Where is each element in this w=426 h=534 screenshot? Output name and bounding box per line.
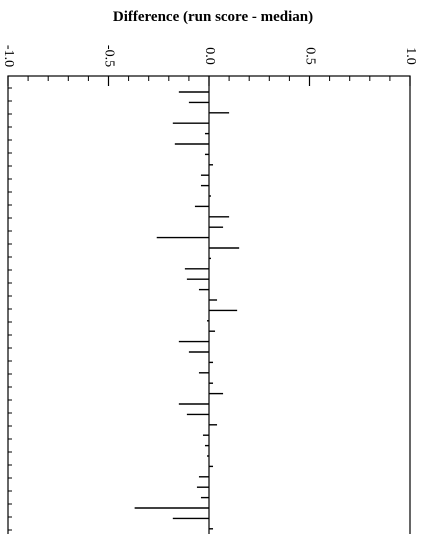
chart-axes: -1.0 -0.5 0.0 0.5 1.0 <box>1 45 418 534</box>
tick-label: -1.0 <box>1 45 16 67</box>
tick-label: 0.0 <box>202 47 217 65</box>
chart-title: Difference (run score - median) <box>113 9 313 25</box>
tick-label: 0.5 <box>302 47 317 65</box>
tick-label: -0.5 <box>101 45 116 67</box>
chart-bars <box>134 91 240 530</box>
tick-label: 1.0 <box>403 47 418 65</box>
